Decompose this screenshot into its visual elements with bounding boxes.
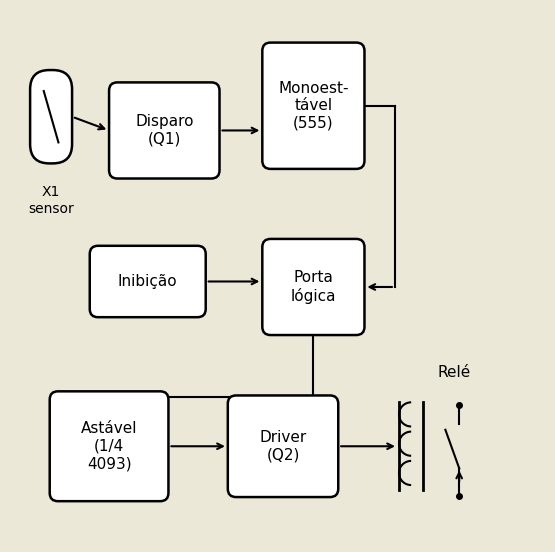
Text: Driver
(Q2): Driver (Q2) [259, 430, 307, 463]
Text: Astável
(1/4
4093): Astável (1/4 4093) [81, 421, 137, 471]
FancyBboxPatch shape [263, 239, 365, 335]
FancyBboxPatch shape [30, 70, 72, 163]
FancyBboxPatch shape [90, 246, 206, 317]
FancyBboxPatch shape [263, 43, 365, 169]
Text: Relé: Relé [437, 365, 471, 380]
FancyBboxPatch shape [109, 82, 220, 178]
FancyBboxPatch shape [50, 391, 168, 501]
Text: X1
sensor: X1 sensor [28, 185, 74, 216]
Text: Porta
lógica: Porta lógica [291, 270, 336, 304]
Text: Monoest-
tável
(555): Monoest- tável (555) [278, 81, 349, 131]
FancyBboxPatch shape [228, 395, 338, 497]
Text: Inibição: Inibição [118, 274, 178, 289]
Text: Disparo
(Q1): Disparo (Q1) [135, 114, 194, 147]
